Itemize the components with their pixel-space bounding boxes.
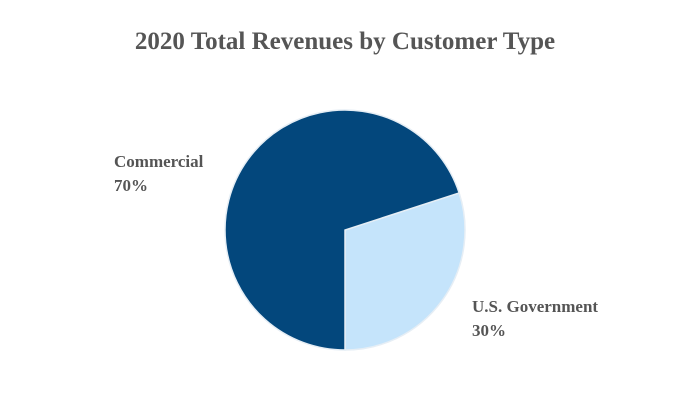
label-commercial-name: Commercial bbox=[114, 152, 204, 171]
label-us-government: U.S. Government 30% bbox=[472, 295, 598, 343]
chart-title: 2020 Total Revenues by Customer Type bbox=[134, 28, 556, 55]
label-commercial-value: 70% bbox=[114, 176, 148, 195]
pie-slice-u-s-government bbox=[344, 191, 466, 351]
pie-slice-commercial bbox=[224, 109, 461, 351]
label-us-government-value: 30% bbox=[472, 321, 506, 340]
label-us-government-name: U.S. Government bbox=[472, 297, 599, 316]
label-commercial: Commercial 70% bbox=[114, 150, 203, 198]
